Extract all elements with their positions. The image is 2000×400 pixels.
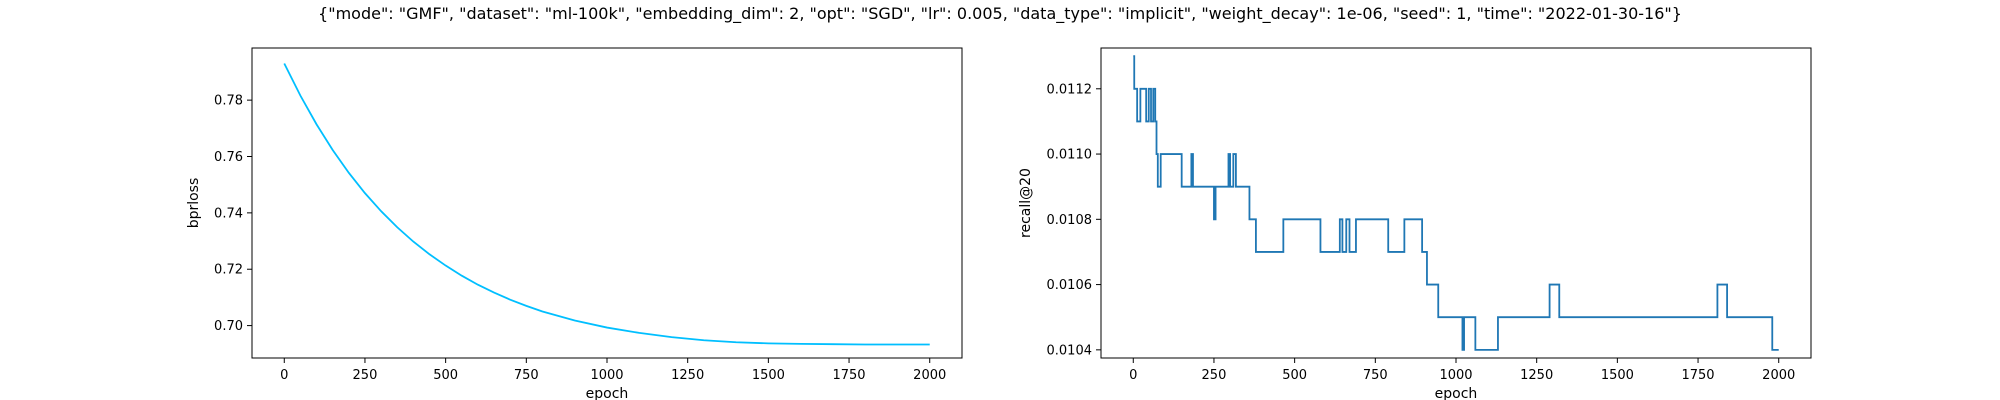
x-tick-label: 1750 — [832, 368, 865, 383]
y-tick-label: 0.0104 — [1047, 343, 1093, 358]
x-tick-label: 1750 — [1681, 368, 1714, 383]
figure-title: {"mode": "GMF", "dataset": "ml-100k", "e… — [318, 4, 1682, 23]
x-tick-label: 0 — [1129, 368, 1137, 383]
x-axis-label: epoch — [586, 386, 629, 400]
series-line — [1133, 55, 1779, 351]
x-axis-label: epoch — [1435, 386, 1478, 400]
y-tick-label: 0.74 — [214, 206, 243, 221]
x-tick-label: 500 — [433, 368, 458, 383]
x-tick-label: 2000 — [913, 368, 946, 383]
y-tick-label: 0.76 — [214, 150, 243, 165]
y-tick-label: 0.72 — [214, 263, 243, 278]
y-tick-label: 0.0108 — [1047, 213, 1093, 228]
x-tick-label: 500 — [1282, 368, 1307, 383]
x-tick-label: 0 — [280, 368, 288, 383]
x-tick-label: 250 — [353, 368, 378, 383]
x-tick-label: 750 — [1363, 368, 1388, 383]
x-tick-label: 1250 — [671, 368, 704, 383]
x-tick-label: 250 — [1202, 368, 1227, 383]
y-tick-label: 0.0106 — [1047, 278, 1093, 293]
y-axis-label: recall@20 — [1018, 168, 1034, 238]
y-tick-label: 0.78 — [214, 94, 243, 109]
plot-frame — [1100, 47, 1812, 359]
x-tick-label: 1000 — [1439, 368, 1472, 383]
x-tick-label: 2000 — [1762, 368, 1795, 383]
series-line — [283, 63, 930, 346]
y-axis-label: bprloss — [186, 178, 202, 229]
y-tick-label: 0.0110 — [1047, 148, 1093, 163]
plot-frame — [251, 47, 963, 359]
x-tick-label: 750 — [514, 368, 539, 383]
y-tick-label: 0.70 — [214, 319, 243, 334]
x-tick-label: 1500 — [1601, 368, 1634, 383]
chart-1: 0 250 500 750 1000 1250 1500 1750 2000 0.70 0.72 0.… — [186, 47, 963, 400]
x-tick-label: 1500 — [752, 368, 785, 383]
x-tick-label: 1250 — [1520, 368, 1553, 383]
y-tick-label: 0.0112 — [1047, 82, 1093, 97]
x-tick-label: 1000 — [590, 368, 623, 383]
chart-2: 0 250 500 750 1000 1250 1500 1750 2000 0.0104 0.01… — [1018, 47, 1812, 400]
